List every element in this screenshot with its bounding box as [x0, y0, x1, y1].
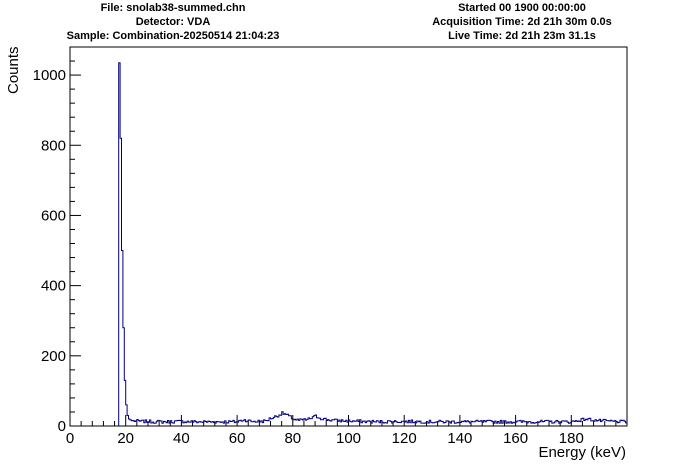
y-tick-label: 400	[41, 278, 66, 295]
x-tick-label: 60	[229, 430, 246, 447]
y-axis-tick-labels: 0 200 400 600 800 1000	[33, 67, 66, 435]
x-tick-label: 0	[66, 430, 74, 447]
x-tick-label: 80	[284, 430, 301, 447]
x-tick-label: 180	[559, 430, 584, 447]
x-tick-label: 140	[447, 430, 472, 447]
x-tick-label: 20	[117, 430, 134, 447]
x-axis-tick-labels: 0 20 40 60 80 100 120 140 160 180	[66, 430, 584, 447]
histogram-series-line	[118, 62, 627, 426]
header-detector: Detector: VDA	[135, 16, 211, 28]
header-started: Started 00 1900 00:00:00	[458, 2, 586, 14]
header-live-time: Live Time: 2d 21h 23m 31.1s	[448, 30, 596, 42]
x-axis-label: Energy (keV)	[538, 444, 626, 461]
x-tick-label: 40	[173, 430, 190, 447]
x-tick-label: 160	[503, 430, 528, 447]
x-tick-label: 120	[392, 430, 417, 447]
header-file: File: snolab38-summed.chn	[100, 2, 246, 14]
plot-frame	[69, 46, 628, 427]
header-acquisition-time: Acquisition Time: 2d 21h 30m 0.0s	[432, 16, 612, 28]
y-axis-ticks	[70, 46, 81, 427]
y-tick-label: 1000	[33, 67, 66, 84]
y-tick-label: 600	[41, 207, 66, 224]
y-tick-label: 200	[41, 348, 66, 365]
header-sample: Sample: Combination-20250514 21:04:23	[66, 30, 280, 42]
y-tick-label: 0	[58, 418, 66, 435]
y-tick-label: 800	[41, 137, 66, 154]
x-tick-label: 100	[336, 430, 361, 447]
y-axis-label: Counts	[5, 46, 22, 94]
